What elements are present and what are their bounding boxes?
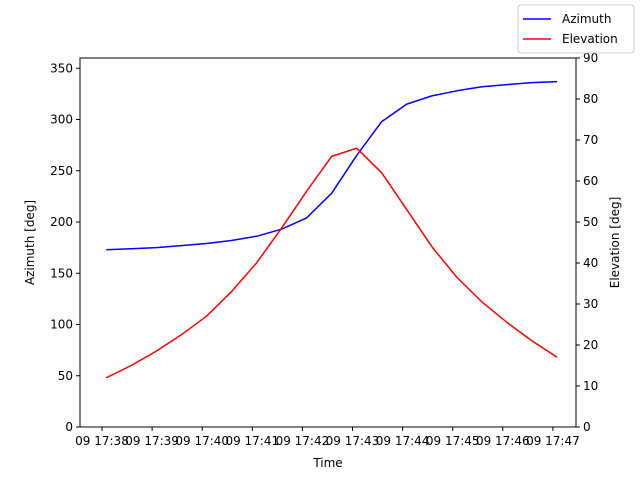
left-y-tick-label: 250 xyxy=(50,164,73,178)
x-tick-label: 09 17:43 xyxy=(326,434,380,448)
right-y-axis: 0 10 20 30 40 50 60 70 80 90 xyxy=(576,51,598,434)
right-y-tick-label: 80 xyxy=(583,92,598,106)
x-tick-label: 09 17:38 xyxy=(75,434,129,448)
x-tick-label: 09 17:41 xyxy=(225,434,279,448)
right-y-tick-label: 70 xyxy=(583,133,598,147)
left-y-tick-label: 350 xyxy=(50,61,73,75)
right-y-tick-label: 30 xyxy=(583,297,598,311)
legend: Azimuth Elevation xyxy=(517,4,635,54)
right-y-tick-label: 60 xyxy=(583,174,598,188)
x-tick-label: 09 17:42 xyxy=(276,434,330,448)
legend-label: Elevation xyxy=(562,32,618,46)
x-tick-label: 09 17:44 xyxy=(376,434,430,448)
plot-lines xyxy=(105,80,558,379)
right-y-tick-label: 20 xyxy=(583,338,598,352)
x-tick-label: 09 17:47 xyxy=(526,434,580,448)
left-y-tick-label: 150 xyxy=(50,266,73,280)
right-y-tick-label: 50 xyxy=(583,215,598,229)
legend-label: Azimuth xyxy=(562,12,611,26)
plot-frame xyxy=(79,57,577,428)
right-y-tick-label: 10 xyxy=(583,379,598,393)
right-y-tick-label: 0 xyxy=(583,420,591,434)
left-y-tick-label: 100 xyxy=(50,318,73,332)
x-tick-label: 09 17:45 xyxy=(426,434,480,448)
right-y-tick-label: 90 xyxy=(583,51,598,65)
left-y-tick-label: 300 xyxy=(50,113,73,127)
left-y-tick-label: 0 xyxy=(65,420,73,434)
left-y-tick-label: 200 xyxy=(50,215,73,229)
x-axis-label: Time xyxy=(312,456,342,470)
right-y-tick-label: 40 xyxy=(583,256,598,270)
series-line-azimuth xyxy=(106,80,558,251)
x-tick-label: 09 17:39 xyxy=(125,434,179,448)
x-tick-label: 09 17:46 xyxy=(476,434,530,448)
left-y-axis-label: Azimuth [deg] xyxy=(23,200,37,285)
left-y-tick-label: 50 xyxy=(58,369,73,383)
series-line-elevation xyxy=(105,147,558,379)
left-y-axis: 0 50 100 150 200 250 300 350 xyxy=(50,61,80,434)
x-tick-label: 09 17:40 xyxy=(175,434,229,448)
right-y-axis-label: Elevation [deg] xyxy=(608,197,622,289)
legend-box xyxy=(517,4,635,54)
